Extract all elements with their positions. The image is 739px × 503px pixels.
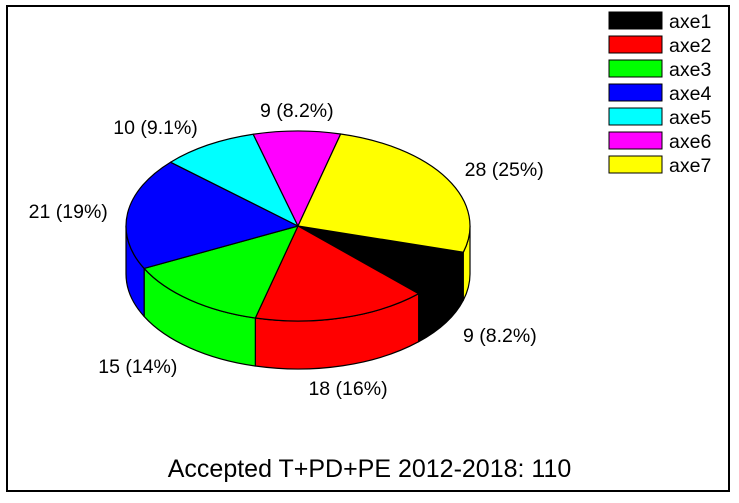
legend-label-axe4: axe4 [669,83,711,105]
legend-swatch-axe5 [608,107,663,126]
legend-item-axe3: axe3 [608,59,711,81]
legend-label-axe6: axe6 [669,131,711,153]
pie-slices [125,130,471,322]
data-label-axe7: 28 (25%) [465,159,544,181]
legend-label-axe5: axe5 [669,107,711,129]
legend-item-axe7: axe7 [608,155,711,177]
legend-item-axe6: axe6 [608,131,711,153]
pie-slice-axe6 [252,130,342,227]
data-label-axe2: 18 (16%) [308,378,387,400]
legend-swatch-axe7 [608,155,663,174]
pie-slice-axe5 [169,133,299,227]
legend-label-axe7: axe7 [669,155,711,177]
legend-swatch-axe3 [608,59,663,78]
pie-slice-axe4 [125,161,299,270]
legend-label-axe1: axe1 [669,11,711,33]
pie-slice-axe1 [297,225,464,295]
data-label-axe5: 10 (9.1%) [113,117,198,139]
pie-labels: 9 (8.2%) 18 (16%) 15 (14%) 21 (19%) 10 (9.1%… [29,100,544,400]
legend-label-axe2: axe2 [669,35,711,57]
legend-item-axe1: axe1 [608,11,711,33]
data-label-axe4: 21 (19%) [29,201,108,223]
pie-slice-axe2 [254,225,420,322]
legend-swatch-axe4 [608,83,663,102]
pie-slice-axe3 [143,225,299,319]
data-label-axe3: 15 (14%) [98,356,177,378]
legend-item-axe5: axe5 [608,107,711,129]
chart-title: Accepted T+PD+PE 2012-2018: 110 [167,455,572,483]
legend-swatch-axe2 [608,35,663,54]
legend-label-axe3: axe3 [669,59,711,81]
legend-swatch-axe1 [608,11,663,30]
legend-swatch-axe6 [608,131,663,150]
data-label-axe6: 9 (8.2%) [260,100,334,122]
legend-item-axe4: axe4 [608,83,711,105]
data-label-axe1: 9 (8.2%) [463,325,537,347]
pie-slice-axe7 [297,133,471,253]
legend-item-axe2: axe2 [608,35,711,57]
